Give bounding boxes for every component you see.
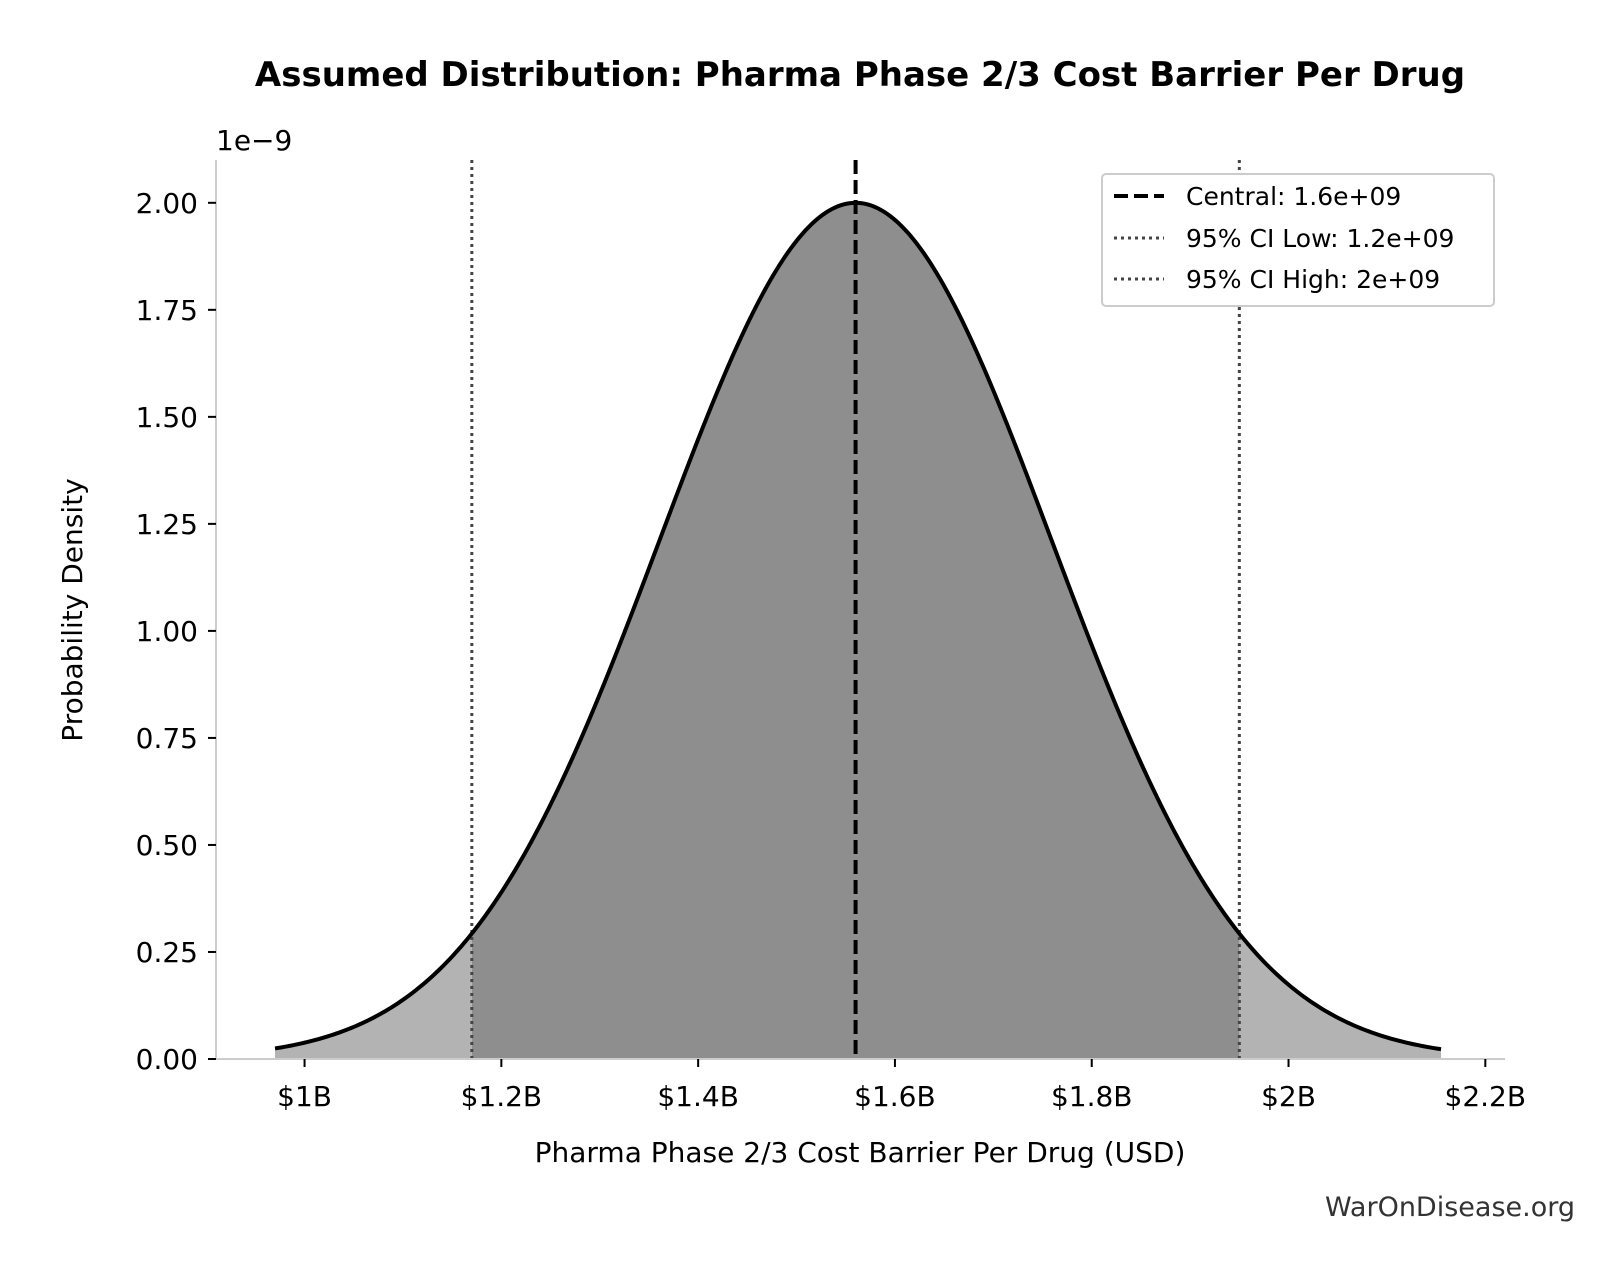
x-tick-label: $1.6B <box>854 1080 936 1113</box>
x-axis-label: Pharma Phase 2/3 Cost Barrier Per Drug (… <box>535 1136 1186 1169</box>
chart-title: Assumed Distribution: Pharma Phase 2/3 C… <box>255 55 1465 95</box>
y-tick-label: 1.25 <box>136 508 198 541</box>
y-tick-label: 1.75 <box>136 294 198 327</box>
x-tick-label: $1.4B <box>657 1080 739 1113</box>
tail-fill-right <box>1239 933 1442 1059</box>
y-tick-label: 1.00 <box>136 615 198 648</box>
watermark: WarOnDisease.org <box>1325 1192 1575 1223</box>
y-tick-label: 0.00 <box>136 1043 198 1076</box>
tail-fill-left <box>275 933 472 1059</box>
x-tick-label: $2.2B <box>1445 1080 1527 1113</box>
y-tick-label: 1.50 <box>136 401 198 434</box>
y-axis-label: Probability Density <box>56 478 89 741</box>
legend-box <box>1101 173 1495 307</box>
y-tick-label: 0.75 <box>136 722 198 755</box>
y-tick-label: 0.25 <box>136 936 198 969</box>
legend-central-label: Central: 1.6e+09 <box>1186 182 1401 211</box>
x-ticks: $1B $1.2B $1.4B $1.6B $1.8B $2B $2.2B <box>277 1059 1526 1113</box>
x-tick-label: $1.2B <box>461 1080 543 1113</box>
density-curve <box>274 200 1442 1052</box>
x-tick-label: $2B <box>1261 1080 1316 1113</box>
plot-area <box>274 160 1442 1059</box>
y-tick-label: 0.50 <box>136 829 198 862</box>
legend-ci-low-label: 95% CI Low: 1.2e+09 <box>1186 224 1454 253</box>
x-tick-label: $1.8B <box>1051 1080 1133 1113</box>
legend: Central: 1.6e+09 95% CI Low: 1.2e+09 95%… <box>1101 173 1495 307</box>
y-offset-label: 1e−9 <box>216 124 292 157</box>
y-tick-label: 2.00 <box>136 187 198 220</box>
y-ticks: 0.00 0.25 0.50 0.75 1.00 1.25 1.50 1.75 2.00 <box>136 187 216 1076</box>
legend-ci-high-label: 95% CI High: 2e+09 <box>1186 265 1440 294</box>
x-tick-label: $1B <box>277 1080 332 1113</box>
